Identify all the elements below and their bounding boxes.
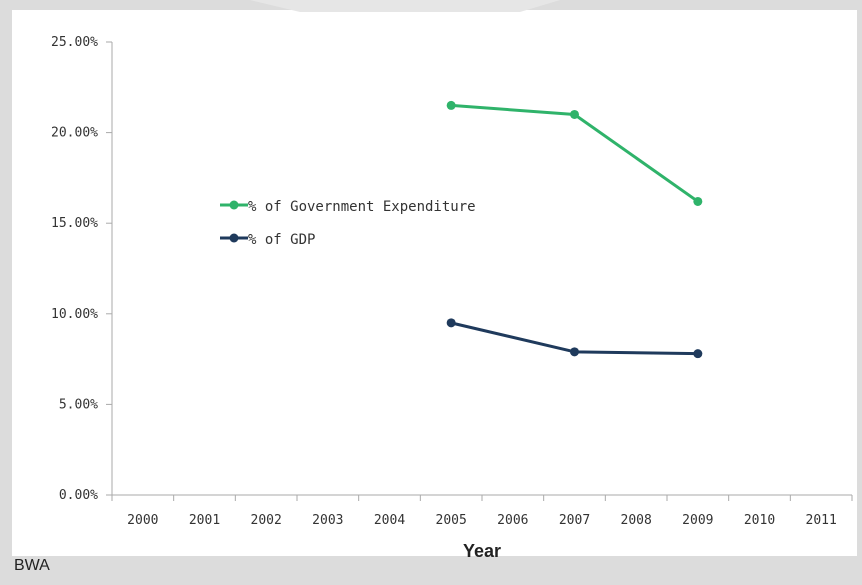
x-tick-label: 2008 xyxy=(621,513,652,528)
x-tick-label: 2011 xyxy=(806,513,837,528)
x-tick-label: 2010 xyxy=(744,513,775,528)
legend-marker xyxy=(229,233,239,243)
series-layer xyxy=(446,100,703,359)
y-tick-label: 0.00% xyxy=(59,488,98,503)
chart-panel xyxy=(12,10,857,556)
legend-marker xyxy=(229,200,239,210)
legend-label: % of GDP xyxy=(248,232,315,248)
x-tick-label: 2009 xyxy=(682,513,713,528)
data-point xyxy=(446,100,456,110)
data-point xyxy=(570,347,579,357)
x-axis-title: Year xyxy=(463,541,501,561)
x-tick-label: 2005 xyxy=(436,513,467,528)
x-tick-label: 2004 xyxy=(374,513,405,528)
data-point xyxy=(570,109,579,119)
data-point xyxy=(693,349,703,359)
y-tick-label: 25.00% xyxy=(51,35,98,50)
x-tick-label: 2003 xyxy=(312,513,343,528)
x-tick-label: 2002 xyxy=(251,513,282,528)
x-tick-label: 2001 xyxy=(189,513,220,528)
x-tick-label: 2000 xyxy=(127,513,158,528)
y-tick-label: 5.00% xyxy=(59,397,98,412)
legend: % of Government Expenditure % of GDP xyxy=(220,199,476,248)
data-point xyxy=(693,196,703,206)
legend-label: % of Government Expenditure xyxy=(248,199,476,215)
y-tick-label: 20.00% xyxy=(51,126,98,141)
x-axis: 2000 2001 2002 2003 2004 2005 2006 2007 2008 2009… xyxy=(111,494,853,528)
x-tick-label: 2007 xyxy=(559,513,590,528)
y-axis: 0.00% 5.00% 10.00% 15.00% 20.00% 25.00% xyxy=(51,35,113,503)
country-code-label: BWA xyxy=(14,557,50,574)
y-tick-label: 15.00% xyxy=(51,216,98,231)
data-point xyxy=(446,318,456,328)
x-tick-label: 2006 xyxy=(497,513,528,528)
series-line-0 xyxy=(449,103,700,203)
y-tick-label: 10.00% xyxy=(51,307,98,322)
